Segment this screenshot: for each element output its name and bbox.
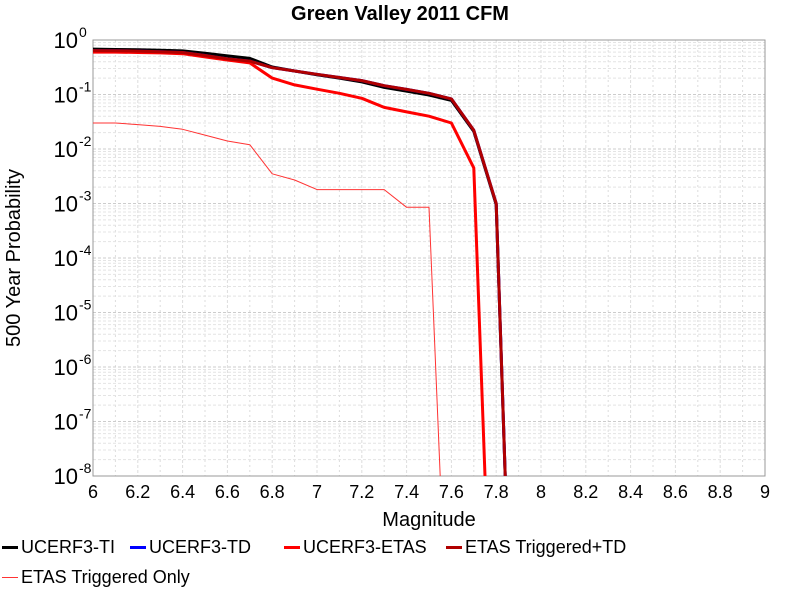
x-axis-label: Magnitude (382, 509, 475, 531)
chart-title: Green Valley 2011 CFM (291, 3, 509, 25)
y-axis-label: 500 Year Probability (3, 169, 25, 347)
legend-label: UCERF3-TD (149, 537, 251, 557)
x-tick-label: 9 (760, 482, 770, 502)
y-tick-exponent: -3 (79, 188, 92, 204)
legend-item: UCERF3-TD (130, 537, 251, 558)
x-tick-label: 8.2 (573, 482, 598, 502)
legend-label: ETAS Triggered+TD (465, 537, 627, 557)
y-tick-label: 10 0 (54, 24, 87, 53)
y-tick-label: 10 -7 (54, 406, 92, 435)
x-tick-label: 8.4 (618, 482, 643, 502)
x-tick-labels: 6 6.2 6.4 6.6 6.8 7 7.2 7.4 7.6 7.8 8 8.2 8.4 8.6 8.8 9 (88, 482, 770, 502)
x-tick-label: 6.2 (125, 482, 150, 502)
y-tick-base: 10 (54, 355, 78, 380)
y-tick-exponent: -7 (79, 406, 92, 422)
y-tick-base: 10 (54, 192, 78, 217)
series-line (93, 50, 487, 477)
x-tick-label: 8.6 (663, 482, 688, 502)
legend-swatch (446, 546, 462, 549)
legend-label: UCERF3-ETAS (303, 537, 427, 557)
y-tick-base: 10 (54, 137, 78, 162)
legend-label: ETAS Triggered Only (21, 567, 190, 587)
y-tick-exponent: 0 (79, 24, 87, 40)
series-layer (92, 47, 507, 477)
x-tick-label: 7.4 (394, 482, 419, 502)
y-tick-exponent: -2 (79, 133, 92, 149)
y-tick-exponent: -6 (79, 351, 92, 367)
legend-item: ETAS Triggered+TD (446, 537, 626, 558)
series-line (92, 49, 507, 477)
legend-label: UCERF3-TI (21, 537, 115, 557)
x-tick-label: 8 (536, 482, 546, 502)
legend-item: UCERF3-TI (2, 537, 115, 558)
y-tick-base: 10 (54, 301, 78, 326)
y-tick-label: 10 -6 (54, 351, 92, 380)
legend-swatch (2, 577, 18, 578)
x-tick-label: 6 (88, 482, 98, 502)
plot-area (92, 39, 766, 477)
y-tick-label: 10 -8 (54, 460, 92, 489)
y-tick-label: 10 -4 (54, 242, 92, 271)
y-tick-base: 10 (54, 83, 78, 108)
y-tick-base: 10 (54, 410, 78, 435)
y-tick-label: 10 -5 (54, 297, 92, 326)
x-tick-label: 6.4 (170, 482, 195, 502)
x-tick-label: 7.8 (484, 482, 509, 502)
y-tick-base: 10 (54, 28, 78, 53)
legend-swatch (2, 546, 18, 549)
legend-swatch (284, 546, 300, 549)
legend-swatch (130, 546, 146, 549)
x-tick-label: 7 (312, 482, 322, 502)
x-tick-label: 7.2 (349, 482, 374, 502)
y-tick-base: 10 (54, 246, 78, 271)
y-tick-exponent: -8 (79, 460, 92, 476)
y-tick-exponent: -5 (79, 297, 92, 313)
y-tick-exponent: -1 (79, 79, 92, 95)
x-tick-label: 6.8 (260, 482, 285, 502)
y-tick-exponent: -4 (79, 242, 92, 258)
grid (92, 40, 766, 477)
legend-item: ETAS Triggered Only (2, 567, 190, 588)
series-line (93, 122, 441, 477)
y-tick-label: 10 -3 (54, 188, 92, 217)
x-tick-label: 8.8 (708, 482, 733, 502)
y-tick-label: 10 -1 (54, 79, 92, 108)
y-tick-base: 10 (54, 464, 78, 489)
x-tick-label: 7.6 (439, 482, 464, 502)
series-line (92, 47, 507, 477)
y-tick-label: 10 -2 (54, 133, 92, 162)
legend-item: UCERF3-ETAS (284, 537, 427, 558)
x-tick-label: 6.6 (215, 482, 240, 502)
